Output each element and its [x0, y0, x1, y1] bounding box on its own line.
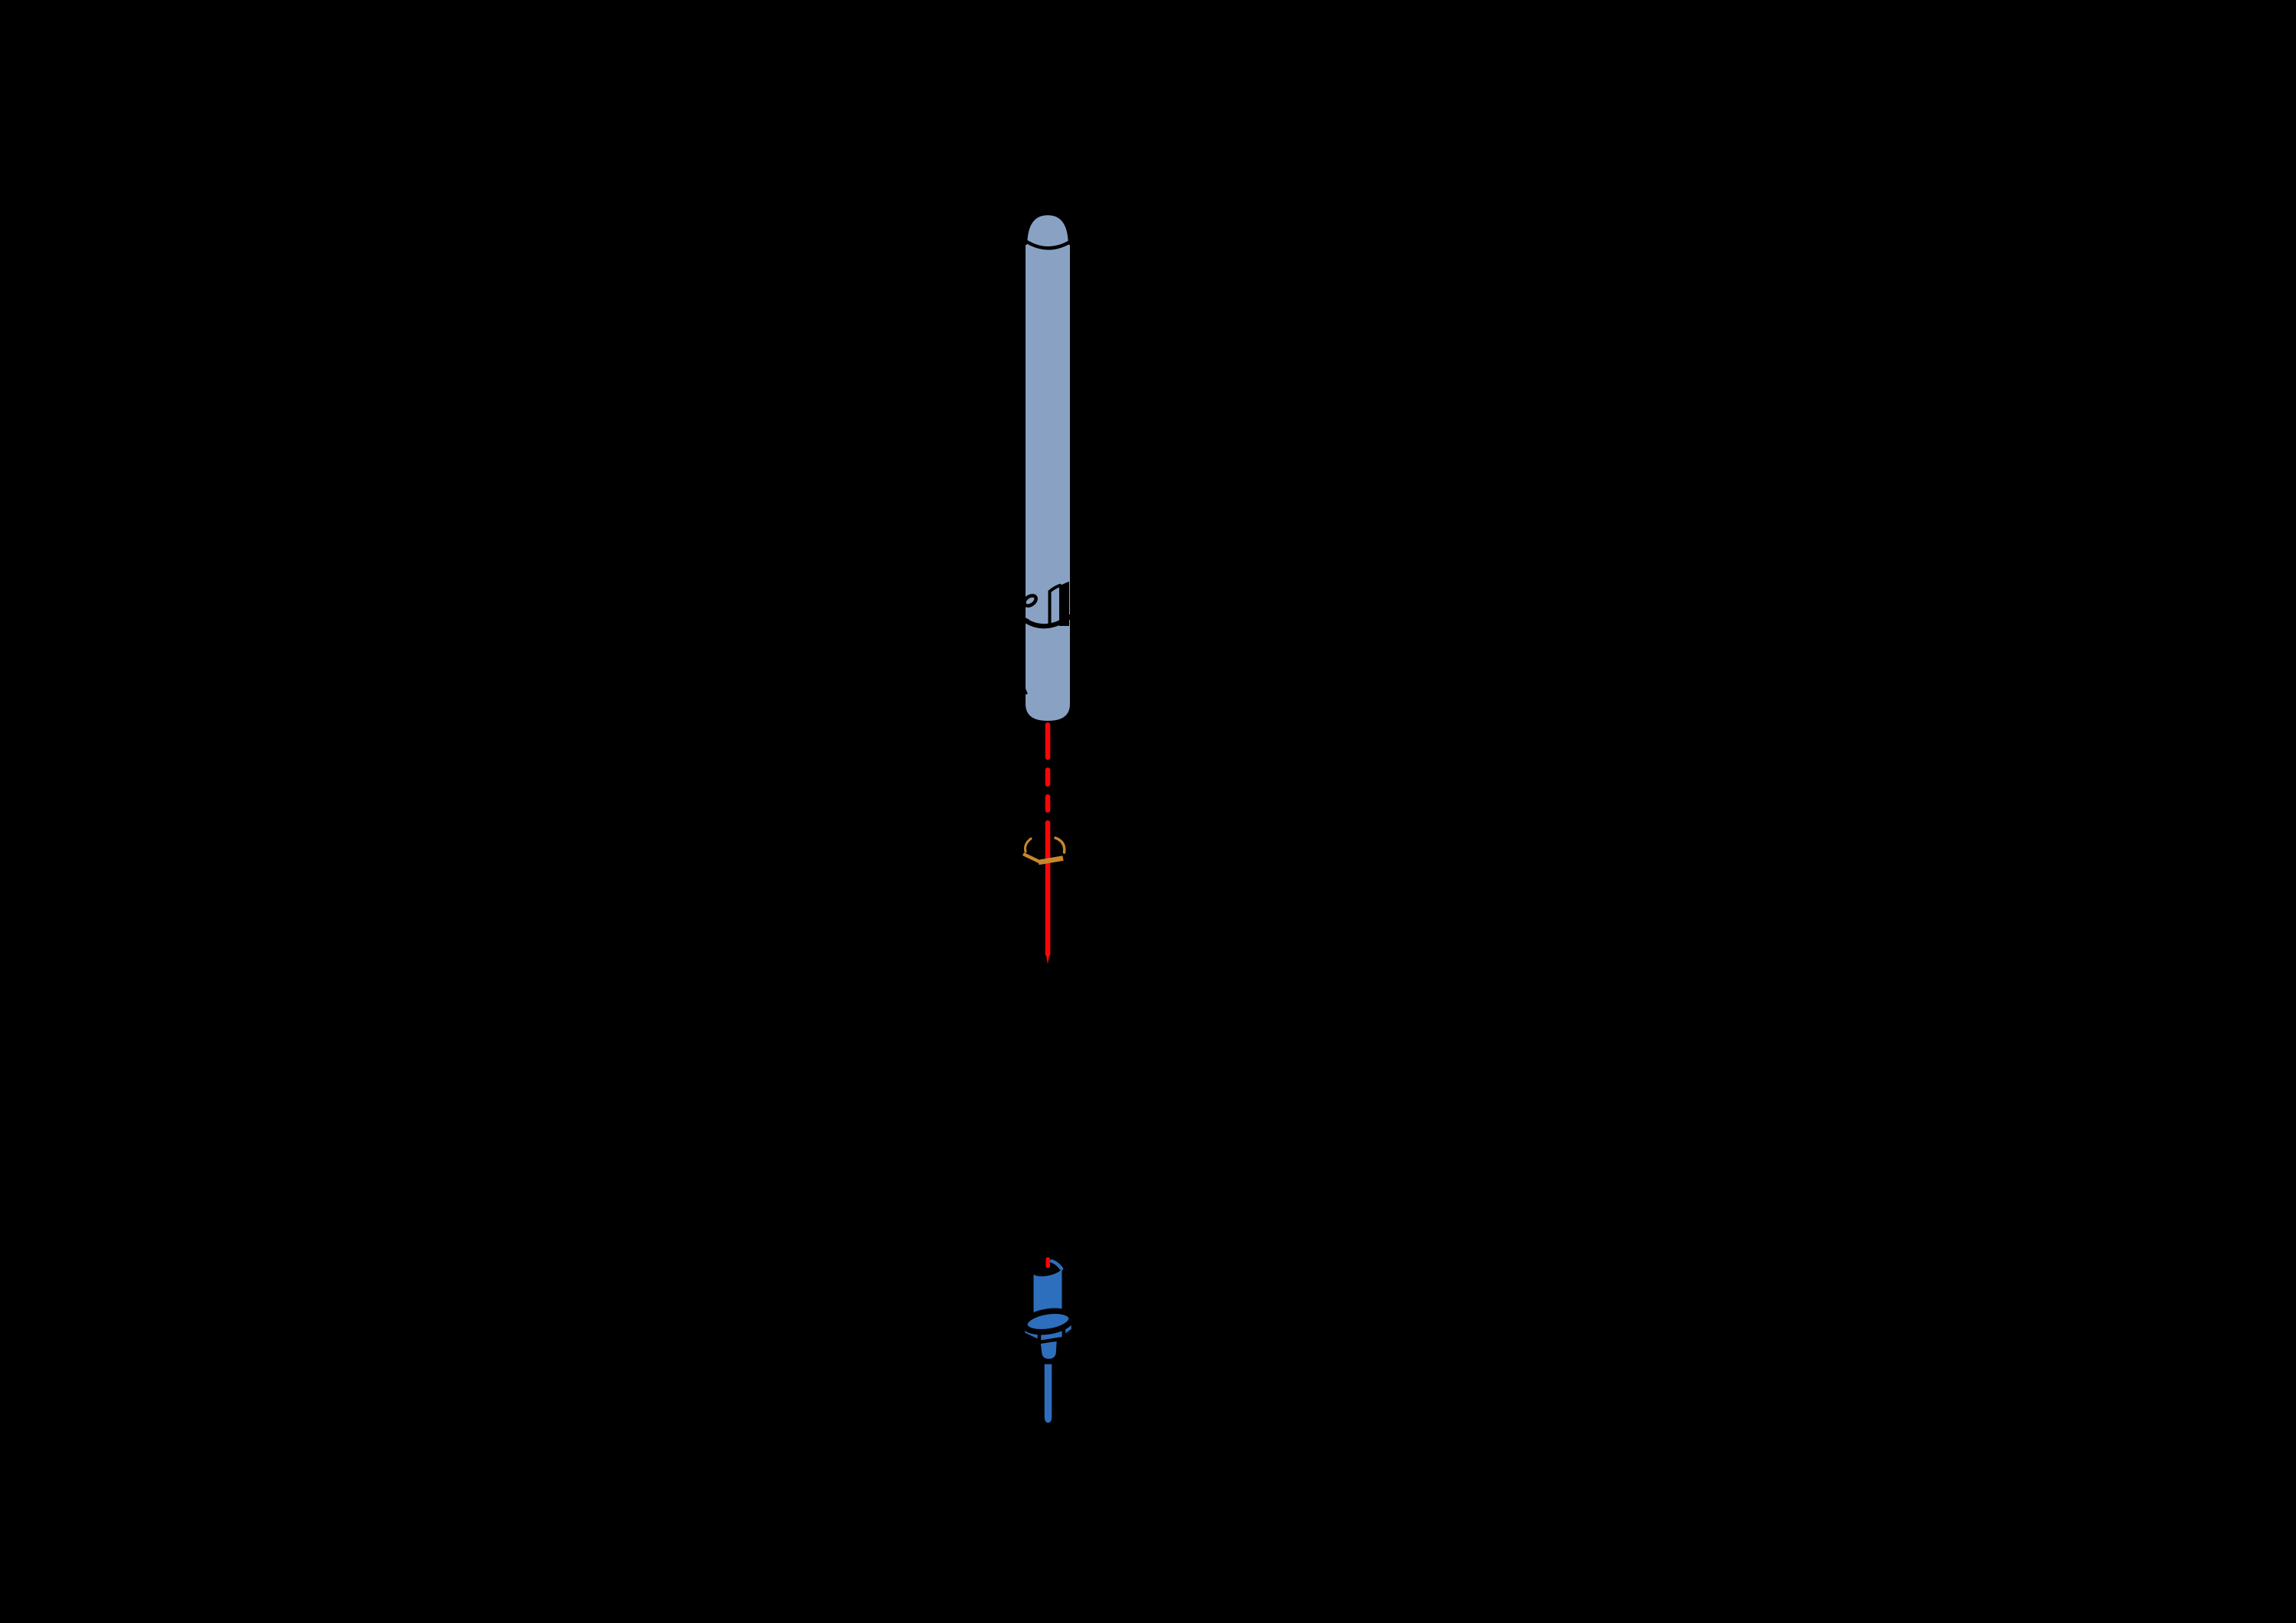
tube-pin-hole — [1022, 594, 1038, 608]
probe-connector — [1021, 1257, 1075, 1426]
axis-tip — [1045, 951, 1051, 964]
axis-solid-segment — [1045, 820, 1051, 957]
probe-cap-rim-highlight — [1049, 1259, 1064, 1271]
probe-neck — [1036, 1338, 1061, 1363]
hex-nut-arc-top-right — [1054, 836, 1066, 854]
hex-nut-edge-bottom — [1038, 855, 1064, 865]
outer-tube — [1018, 211, 1072, 721]
tube-dome-outline — [1023, 211, 1072, 246]
probe-stem — [1042, 1361, 1055, 1426]
axis-dash-1 — [1045, 722, 1051, 760]
tube-joint-tick — [1018, 615, 1029, 622]
hex-nut-edge-left — [1022, 852, 1042, 865]
tube-cap-seam — [1023, 239, 1072, 250]
hex-nut-arc-top-left — [1024, 837, 1032, 853]
tube-edge-notch — [1022, 686, 1028, 695]
axis-dash-3 — [1045, 794, 1051, 813]
tube-slot-top-edge — [1048, 584, 1062, 593]
tube-body — [1026, 213, 1070, 721]
hex-nut-wireframe — [1022, 836, 1066, 865]
center-axis-line — [1045, 722, 1051, 964]
axis-dash-2 — [1045, 768, 1051, 787]
tube-slot-face — [1059, 582, 1069, 626]
probe-red-mark — [1045, 1257, 1050, 1268]
probe-flange-rim — [1022, 1308, 1075, 1335]
